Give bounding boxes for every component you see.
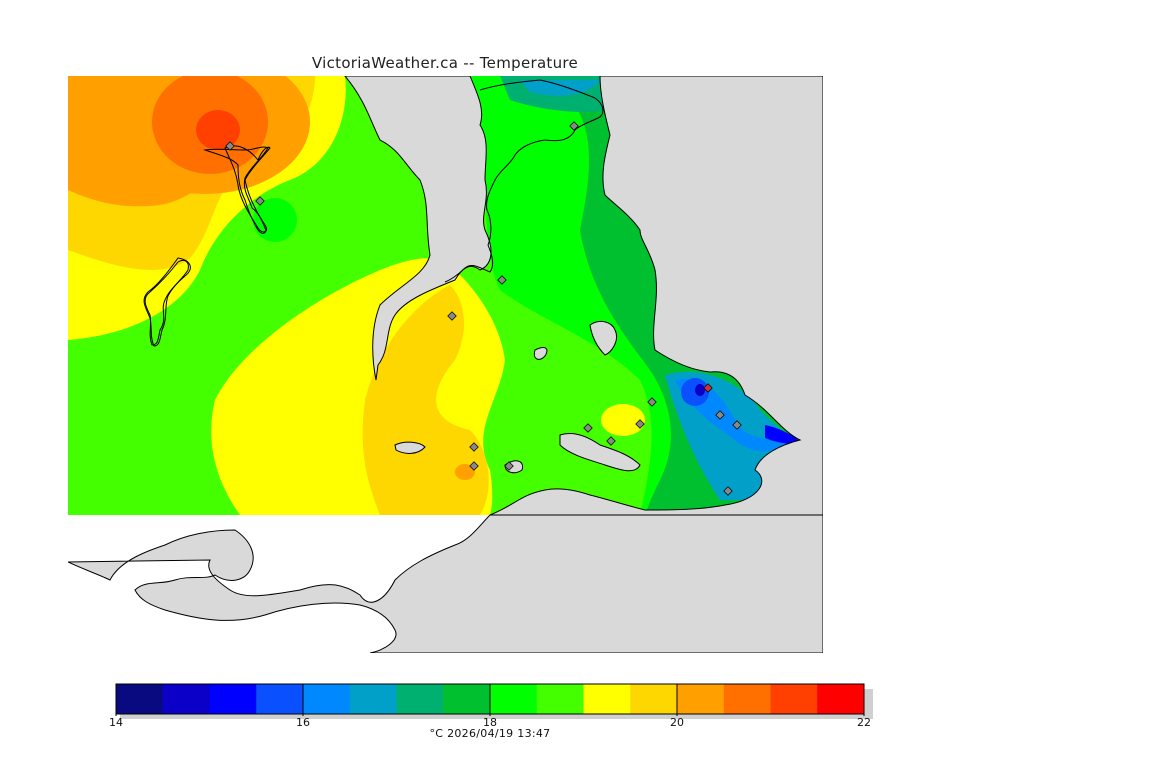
legend-color-swatch — [583, 684, 631, 714]
coastlines — [143, 79, 604, 347]
legend-color-swatch — [770, 684, 818, 714]
station-marker — [606, 436, 616, 446]
legend-color-swatch — [162, 684, 210, 714]
station-marker — [569, 121, 579, 131]
legend-color-swatch — [303, 684, 351, 714]
station-marker — [469, 442, 479, 452]
station-markers — [225, 121, 742, 496]
legend-color-swatch — [209, 684, 257, 714]
station-marker — [497, 275, 507, 285]
station-marker — [723, 486, 733, 496]
legend-color-swatch — [723, 684, 771, 714]
legend-tick-label: 18 — [483, 716, 497, 729]
station-marker — [255, 196, 265, 206]
legend-tick-label: 14 — [109, 716, 123, 729]
legend-color-swatch — [677, 684, 725, 714]
legend-color-swatch — [490, 684, 538, 714]
legend-color-swatch — [443, 684, 491, 714]
legend-color-swatch — [256, 684, 304, 714]
station-marker — [703, 383, 713, 393]
station-marker — [635, 419, 645, 429]
legend-tick-label: 20 — [670, 716, 684, 729]
legend-units-timestamp: °C 2026/04/19 13:47 — [429, 727, 551, 740]
legend-color-swatch — [630, 684, 678, 714]
legend-color-swatch — [349, 684, 397, 714]
warm-zone-central — [211, 258, 645, 515]
station-marker — [583, 423, 593, 433]
legend-color-swatch — [536, 684, 584, 714]
land-mass — [68, 76, 823, 653]
station-marker — [469, 461, 479, 471]
legend-color-swatch — [396, 684, 444, 714]
coastline-islands — [144, 145, 641, 474]
station-marker — [504, 461, 514, 471]
legend-tick-label: 22 — [857, 716, 871, 729]
warm-zone-northwest — [68, 76, 346, 340]
legend-color-swatch — [817, 684, 865, 714]
legend-tick-label: 16 — [296, 716, 310, 729]
station-marker — [647, 397, 657, 407]
station-marker — [225, 141, 235, 151]
station-marker — [715, 410, 725, 420]
station-marker — [732, 420, 742, 430]
map-title: VictoriaWeather.ca -- Temperature — [311, 54, 579, 72]
legend-color-swatch — [116, 684, 164, 714]
station-marker — [447, 311, 457, 321]
